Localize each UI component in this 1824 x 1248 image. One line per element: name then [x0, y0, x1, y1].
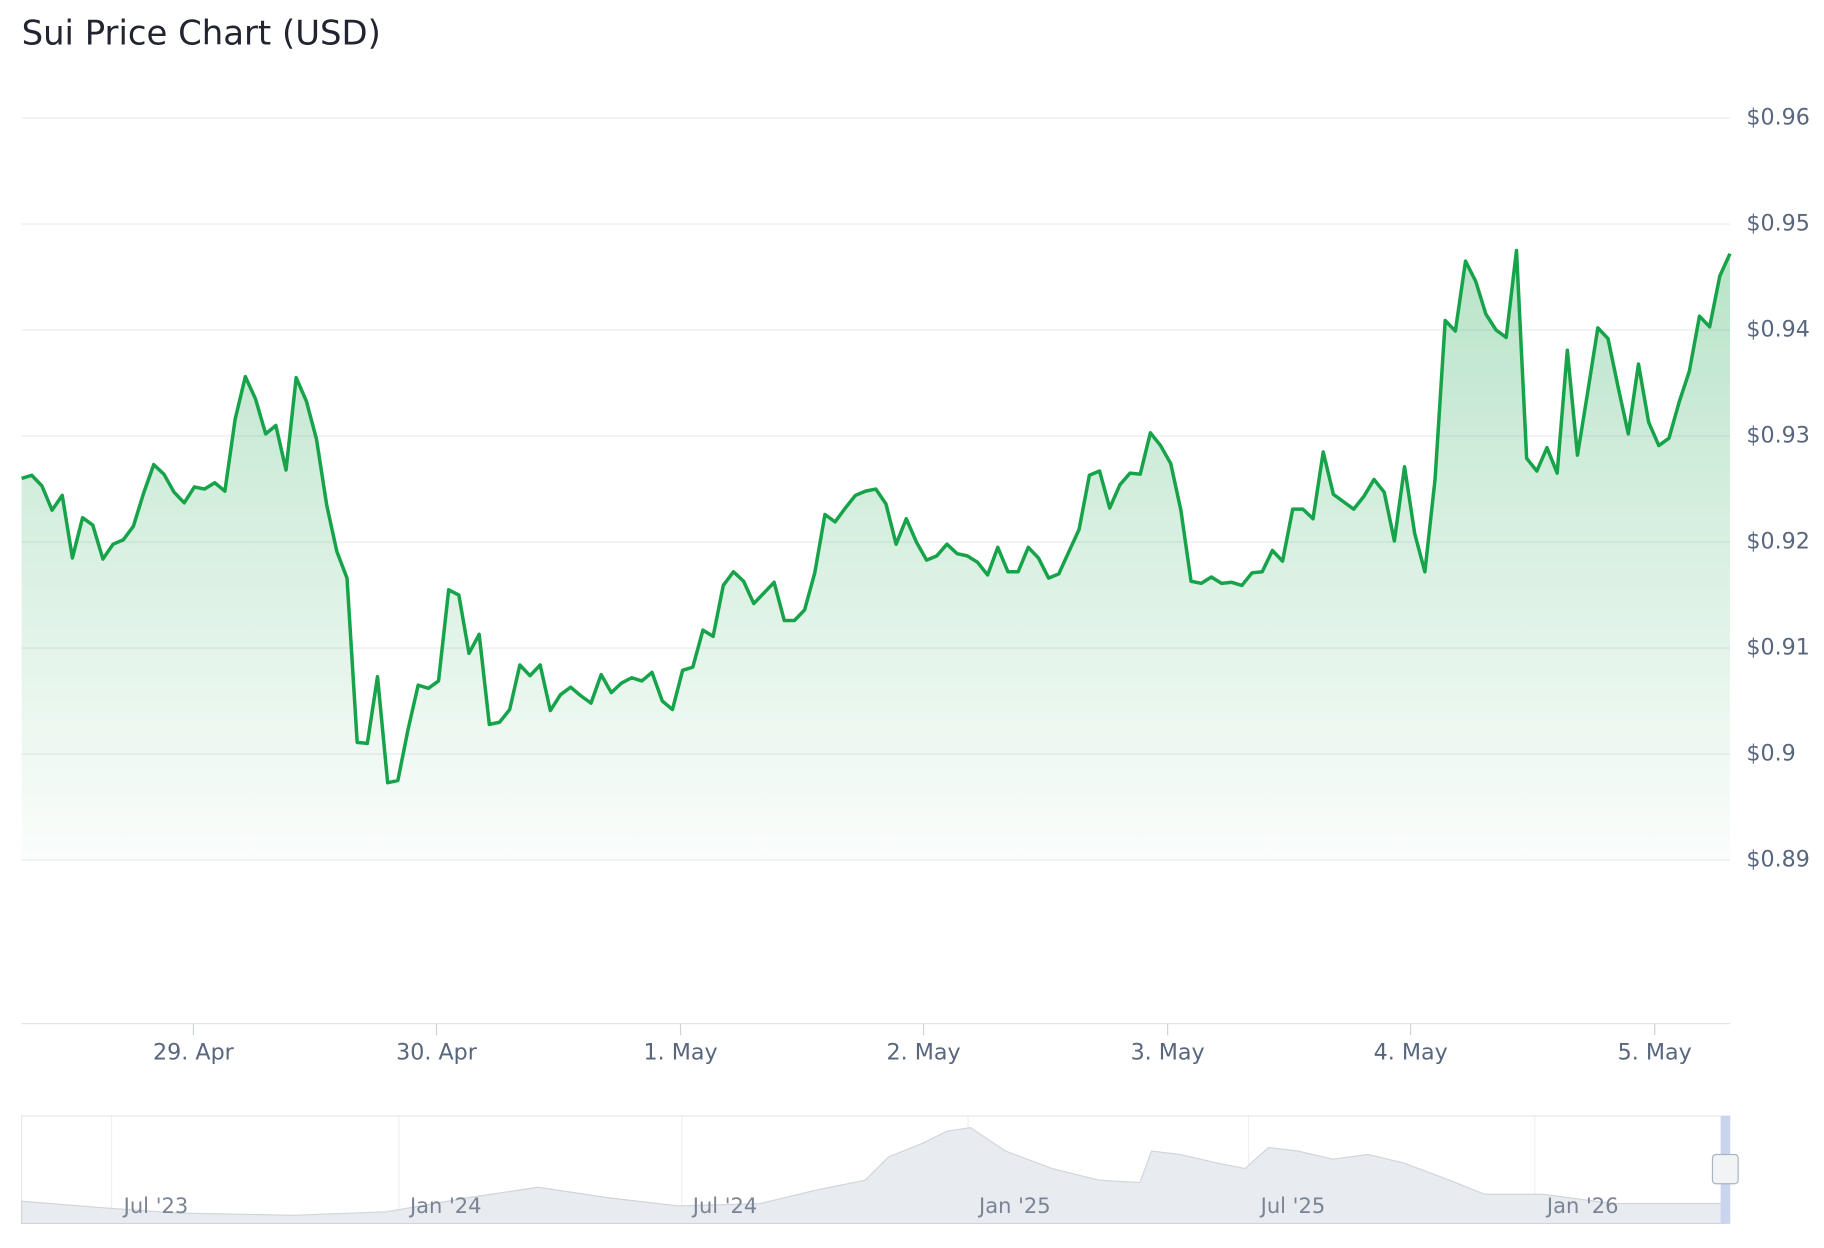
x-tick-label: 4. May	[1374, 1039, 1448, 1065]
y-tick-label: $0.89	[1746, 847, 1810, 873]
navigator-label: Jul '23	[122, 1193, 189, 1218]
navigator-label: Jan '25	[977, 1193, 1051, 1218]
x-tick-label: 29. Apr	[153, 1039, 235, 1065]
navigator-handle[interactable]	[1711, 1153, 1739, 1185]
navigator: Jul '23 Jan '24 Jul '24 Jan '25 Jul '25 Jan '…	[20, 1115, 1739, 1225]
x-tick-label: 3. May	[1131, 1039, 1205, 1065]
y-tick-label: $0.9	[1746, 741, 1795, 767]
navigator-label: Jan '24	[408, 1193, 482, 1218]
price-area	[21, 250, 1730, 861]
price-line	[21, 248, 1732, 785]
x-tick-label: 30. Apr	[396, 1039, 478, 1065]
x-tick-label: 5. May	[1618, 1039, 1692, 1065]
navigator-series	[20, 1127, 1726, 1225]
y-tick-label: $0.92	[1746, 529, 1810, 555]
navigator-label: Jan '26	[1545, 1193, 1619, 1218]
y-tick-label: $0.94	[1746, 317, 1810, 343]
y-tick-label: $0.91	[1746, 635, 1810, 661]
x-tick-label: 2. May	[887, 1039, 961, 1065]
x-tick-label: 1. May	[643, 1039, 717, 1065]
chart-title: Sui Price Chart (USD)	[22, 14, 381, 53]
navigator-label: Jul '24	[691, 1193, 758, 1218]
y-tick-label: $0.93	[1746, 423, 1810, 449]
y-tick-label: $0.96	[1746, 105, 1810, 131]
y-tick-label: $0.95	[1746, 211, 1810, 237]
navigator-label: Jul '25	[1259, 1193, 1326, 1218]
